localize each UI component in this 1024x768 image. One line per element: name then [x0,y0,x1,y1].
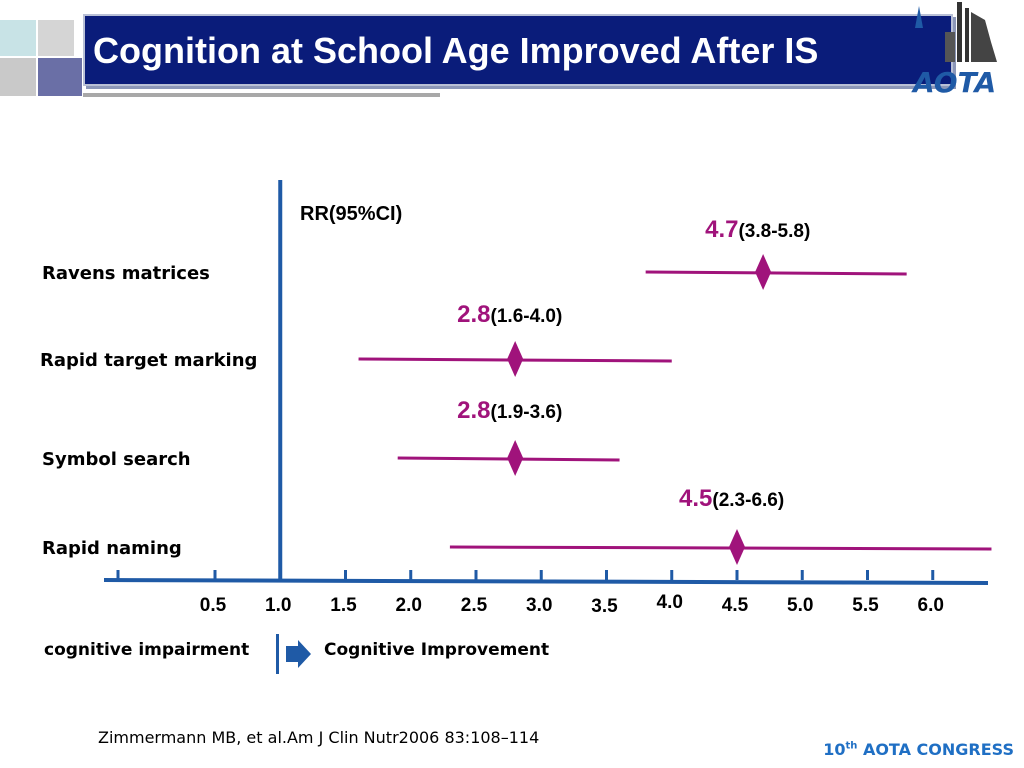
x-tick-label: 4.0 [657,592,683,613]
improvement-label: Cognitive Improvement [324,640,550,660]
impairment-label: cognitive impairment [44,640,250,660]
corner-square-purple [38,58,82,96]
ci-value: (1.6-4.0) [490,306,563,327]
right-arrow-icon [276,634,311,674]
x-tick-label: 5.0 [787,595,813,616]
rr-point [507,440,524,476]
ci-line [449,545,992,551]
x-tick-label: 2.0 [396,595,422,616]
row-label: Rapid target marking [40,350,258,371]
ci-value: (3.8-5.8) [738,221,811,242]
x-tick-label: 2.5 [461,595,488,616]
x-tick-label: 6.0 [918,595,944,616]
row-label: Rapid naming [42,538,182,559]
citation: Zimmermann MB, et al.Am J Clin Nutr2006 … [98,728,540,747]
rr-point [507,341,524,377]
rr-value-label: 4.5(2.3-6.6) [679,485,784,513]
ci-value: (1.9-3.6) [490,402,563,423]
corner-square-gray [38,20,74,56]
aota-logo-icon: AOTA [911,2,997,96]
x-tick-label: 4.5 [722,595,749,616]
congress-suffix: th [845,740,858,752]
row-label: Ravens matrices [42,263,210,284]
x-tick-label: 0.5 [200,595,227,616]
x-axis [103,578,989,585]
ci-value: (2.3-6.6) [712,490,785,511]
rr-value-label: 4.7(3.8-5.8) [705,216,810,244]
rr-value: 2.8 [457,301,491,328]
x-tick-label: 3.5 [591,596,618,617]
x-tick-label: 5.5 [852,595,879,616]
rr-value: 4.7 [705,216,739,243]
rr-point [755,254,772,290]
title-underline [83,93,440,97]
rr-value-label: 2.8(1.6-4.0) [457,301,562,329]
corner-square-teal [0,20,36,56]
logo-text: AOTA [911,66,996,96]
x-tick-label: 1.5 [330,595,357,616]
ci-line [645,270,907,276]
title-bar: Cognition at School Age Improved After I… [83,14,953,86]
row-label: Symbol search [42,449,191,470]
rr-value: 4.5 [679,485,713,512]
x-tick-label: 1.0 [265,595,291,616]
congress-label: 10th AOTA CONGRESS [823,740,1014,759]
rr-value-label: 2.8(1.9-3.6) [457,397,562,425]
rr-point [729,529,745,565]
page-title: Cognition at School Age Improved After I… [93,30,819,71]
rr-value: 2.8 [457,397,491,424]
congress-number: 10 [823,740,846,759]
rr-ci-header: RR(95%CI) [300,203,403,225]
congress-name: AOTA CONGRESS [862,740,1014,759]
corner-square-gray-2 [0,58,36,96]
x-tick-label: 3.0 [526,595,552,616]
